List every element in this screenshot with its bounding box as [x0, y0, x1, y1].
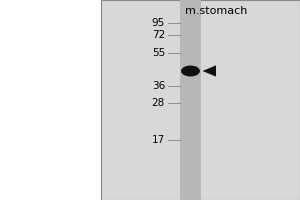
Text: 36: 36 — [152, 81, 165, 91]
Text: 55: 55 — [152, 48, 165, 58]
Polygon shape — [202, 65, 216, 77]
Bar — [0, 0, 100, 200]
Text: 72: 72 — [152, 30, 165, 40]
Bar — [100, 0, 300, 200]
Text: 95: 95 — [152, 18, 165, 28]
Text: 28: 28 — [152, 98, 165, 108]
Text: m.stomach: m.stomach — [185, 6, 247, 16]
Bar — [180, 0, 201, 200]
Text: 17: 17 — [152, 135, 165, 145]
Ellipse shape — [181, 66, 200, 76]
